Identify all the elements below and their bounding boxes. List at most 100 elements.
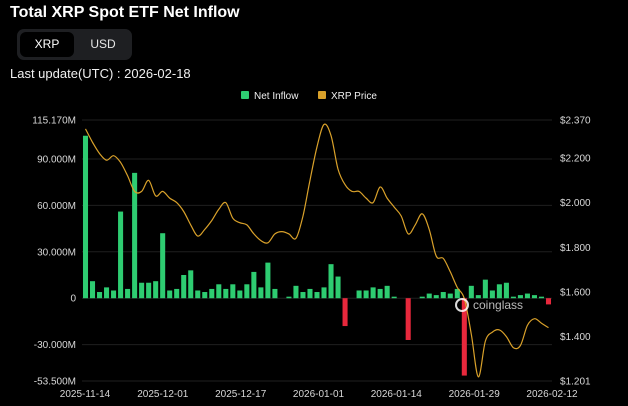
inflow-bar[interactable] xyxy=(307,288,313,299)
inflow-bar[interactable] xyxy=(244,284,250,299)
inflow-bar[interactable] xyxy=(139,282,145,299)
inflow-bar[interactable] xyxy=(237,290,243,299)
x-tick-label: 2026-01-01 xyxy=(293,389,345,400)
inflow-bar[interactable] xyxy=(517,295,523,299)
chart-grid xyxy=(82,119,552,382)
price-line xyxy=(84,123,549,378)
x-tick-label: 2025-12-17 xyxy=(215,389,267,400)
inflow-bar[interactable] xyxy=(461,298,467,376)
inflow-bar[interactable] xyxy=(440,292,446,299)
inflow-bar[interactable] xyxy=(545,298,552,305)
inflow-bar[interactable] xyxy=(489,290,495,299)
inflow-bar[interactable] xyxy=(82,135,89,299)
inflow-bar[interactable] xyxy=(202,292,208,299)
last-update-text: Last update(UTC) : 2026-02-18 xyxy=(10,66,191,81)
inflow-bar[interactable] xyxy=(146,282,152,299)
inflow-bar[interactable] xyxy=(125,288,131,299)
y-left-tick-label: 90.000M xyxy=(37,154,76,165)
inflow-bar[interactable] xyxy=(111,290,117,299)
inflow-bar[interactable] xyxy=(496,284,502,299)
toggle-xrp-button[interactable]: XRP xyxy=(20,32,74,57)
inflow-bar[interactable] xyxy=(258,287,264,299)
inflow-bar[interactable] xyxy=(468,285,474,299)
x-tick-label: 2026-01-29 xyxy=(449,389,501,400)
inflow-bar[interactable] xyxy=(482,279,488,299)
inflow-bar[interactable] xyxy=(524,293,530,299)
inflow-bar[interactable] xyxy=(153,281,159,299)
y-left-tick-label: 30.000M xyxy=(37,247,76,258)
inflow-bar[interactable] xyxy=(328,264,334,299)
inflow-bar[interactable] xyxy=(433,295,439,299)
inflow-bar[interactable] xyxy=(174,288,180,299)
inflow-bar[interactable] xyxy=(97,292,103,299)
inflow-bar[interactable] xyxy=(377,288,383,299)
inflow-bar[interactable] xyxy=(188,270,194,299)
inflow-bar[interactable] xyxy=(251,271,257,299)
y-right-tick-label: $1.600 xyxy=(560,287,591,298)
x-tick-label: 2026-02-12 xyxy=(526,389,578,400)
y-right-tick-label: $2.370 xyxy=(560,116,591,127)
toggle-usd-button[interactable]: USD xyxy=(90,37,116,51)
inflow-bar[interactable] xyxy=(531,295,537,299)
inflow-bar[interactable] xyxy=(209,288,215,299)
inflow-bar[interactable] xyxy=(216,284,222,299)
inflow-bar[interactable] xyxy=(475,295,481,299)
chart-legend: Net Inflow XRP Price xyxy=(241,91,377,102)
inflow-bar[interactable] xyxy=(342,298,348,327)
inflow-bar[interactable] xyxy=(132,172,138,299)
inflow-bar[interactable] xyxy=(167,290,173,299)
inflow-bar[interactable] xyxy=(118,211,124,299)
inflow-bar[interactable] xyxy=(370,287,376,299)
inflow-bar[interactable] xyxy=(160,233,166,299)
inflow-bar[interactable] xyxy=(104,287,110,299)
inflow-bar[interactable] xyxy=(391,296,397,299)
inflow-bar[interactable] xyxy=(230,284,236,299)
inflow-bar[interactable] xyxy=(335,276,341,299)
inflow-bar[interactable] xyxy=(286,296,292,299)
inflow-bar[interactable] xyxy=(223,288,229,299)
inflow-bar[interactable] xyxy=(90,281,96,299)
inflow-bar[interactable] xyxy=(293,285,299,299)
inflow-bar[interactable] xyxy=(384,285,390,299)
chart-axes: 115.170M 90.000M 60.000M 30.000M 0 -30.000M -5… xyxy=(32,116,591,401)
inflow-bar[interactable] xyxy=(363,290,369,299)
y-left-tick-label: 115.170M xyxy=(32,116,76,127)
currency-toggle: XRP USD xyxy=(17,29,132,60)
inflow-bar[interactable] xyxy=(426,293,432,299)
inflow-bar[interactable] xyxy=(181,275,187,299)
inflow-bar[interactable] xyxy=(195,290,201,299)
inflow-bar[interactable] xyxy=(454,288,460,299)
y-left-tick-label: 0 xyxy=(70,294,76,305)
y-right-tick-label: $1.800 xyxy=(560,243,591,254)
legend-swatch-net-inflow[interactable] xyxy=(241,91,249,99)
y-right-tick-label: $2.200 xyxy=(560,153,591,164)
y-right-tick-label: $1.201 xyxy=(560,377,591,388)
x-tick-label: 2026-01-14 xyxy=(371,389,423,400)
inflow-bar[interactable] xyxy=(503,282,509,299)
inflow-bar[interactable] xyxy=(538,296,544,299)
legend-label-xrp-price[interactable]: XRP Price xyxy=(331,91,377,102)
inflow-bar[interactable] xyxy=(272,288,278,299)
inflow-bar[interactable] xyxy=(314,292,320,299)
inflow-bar[interactable] xyxy=(419,296,425,299)
y-right-tick-label: $1.400 xyxy=(560,332,591,343)
x-tick-label: 2025-12-01 xyxy=(137,389,189,400)
x-tick-label: 2025-11-14 xyxy=(60,389,111,400)
y-left-tick-label: -30.000M xyxy=(34,340,76,351)
inflow-bar[interactable] xyxy=(265,262,271,299)
coinglass-logo-icon xyxy=(455,298,469,312)
y-left-tick-label: 60.000M xyxy=(37,201,76,212)
y-left-tick-label: -53.500M xyxy=(34,377,76,388)
inflow-bar[interactable] xyxy=(510,296,516,299)
page-title: Total XRP Spot ETF Net Inflow xyxy=(10,4,240,21)
inflow-bar[interactable] xyxy=(300,292,306,299)
inflow-bar[interactable] xyxy=(321,287,327,299)
inflow-bar[interactable] xyxy=(356,290,362,299)
legend-label-net-inflow[interactable]: Net Inflow xyxy=(254,91,299,102)
legend-swatch-xrp-price[interactable] xyxy=(318,91,326,99)
inflow-bar[interactable] xyxy=(447,293,453,299)
y-right-tick-label: $2.000 xyxy=(560,198,591,209)
coinglass-watermark: coinglass xyxy=(455,298,523,312)
inflow-bar[interactable] xyxy=(405,298,411,340)
